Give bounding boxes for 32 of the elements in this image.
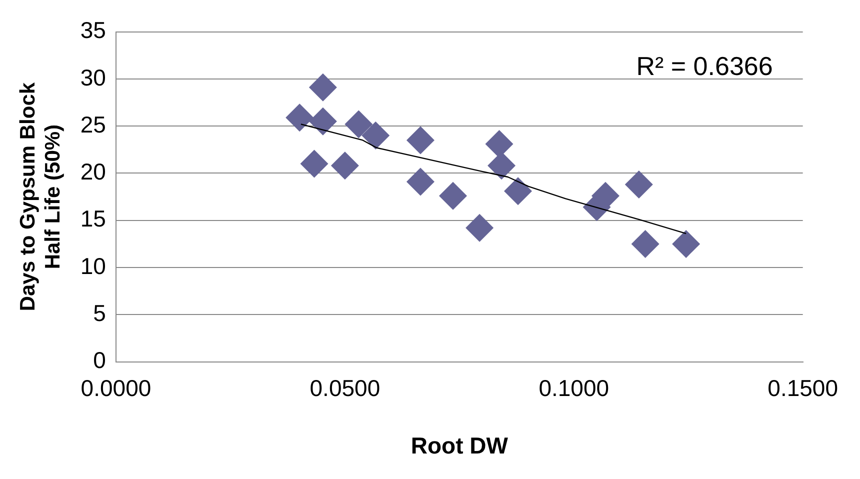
point (286, 104, 314, 132)
x-axis-title: Root DW (410, 432, 508, 459)
point (362, 122, 390, 150)
point (466, 214, 494, 242)
x-tick-label: 0.0000 (80, 374, 152, 401)
point (624, 170, 653, 199)
y-tick-label: 20 (80, 158, 106, 185)
y-tick-label: 35 (80, 17, 106, 44)
point (631, 230, 660, 258)
point (485, 130, 514, 158)
y-tick-label: 25 (80, 111, 106, 138)
point (330, 152, 359, 180)
point (308, 73, 337, 102)
point (406, 126, 434, 154)
y-tick-label: 0 (93, 347, 106, 374)
y-axis-title: Days to Gypsum Block Half Life (50%) (16, 82, 65, 312)
point (308, 107, 337, 136)
y-tick-label: 5 (93, 300, 106, 326)
point (504, 177, 532, 206)
x-tick-label: 0.1000 (538, 374, 610, 401)
y-tick-label: 15 (80, 206, 106, 232)
point (672, 230, 700, 258)
x-tick-label: 0.0500 (310, 374, 380, 401)
point (488, 152, 516, 180)
point (344, 110, 373, 138)
point (438, 182, 467, 210)
point (406, 168, 434, 196)
y-tick-label: 10 (80, 252, 106, 279)
point (300, 150, 328, 178)
x-tick-label: 0.1500 (768, 374, 838, 401)
annotation: R² = 0.6366 (636, 50, 773, 81)
y-tick-label: 30 (80, 64, 106, 90)
